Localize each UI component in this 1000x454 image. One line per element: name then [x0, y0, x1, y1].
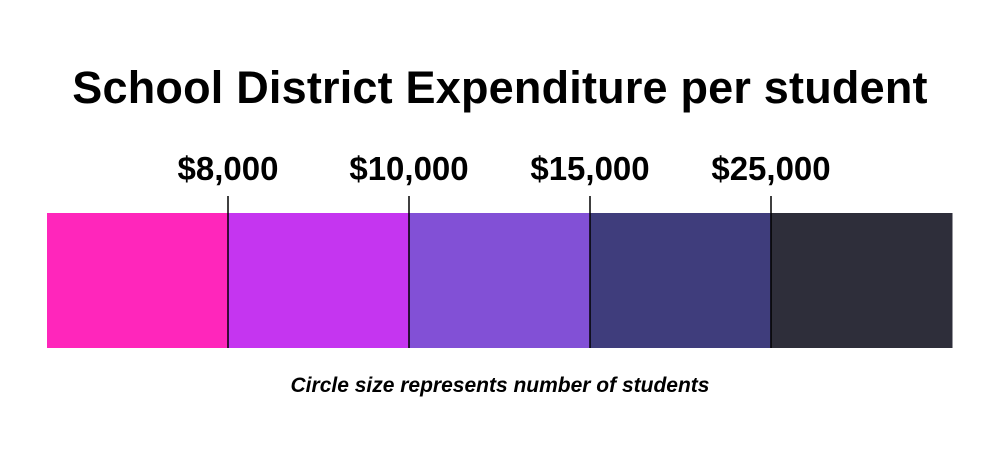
legend-bin-5: [771, 213, 953, 348]
threshold-label: $15,000: [530, 150, 649, 187]
threshold-label: $8,000: [178, 150, 279, 187]
threshold-label: $10,000: [349, 150, 468, 187]
legend-bin-2: [228, 213, 410, 348]
legend-bin-1: [47, 213, 229, 348]
chart-title: School District Expenditure per student: [72, 62, 928, 113]
legend-note: Circle size represents number of student…: [290, 374, 710, 397]
legend-bin-3: [409, 213, 591, 348]
legend-bin-4: [590, 213, 772, 348]
threshold-label: $25,000: [711, 150, 830, 187]
